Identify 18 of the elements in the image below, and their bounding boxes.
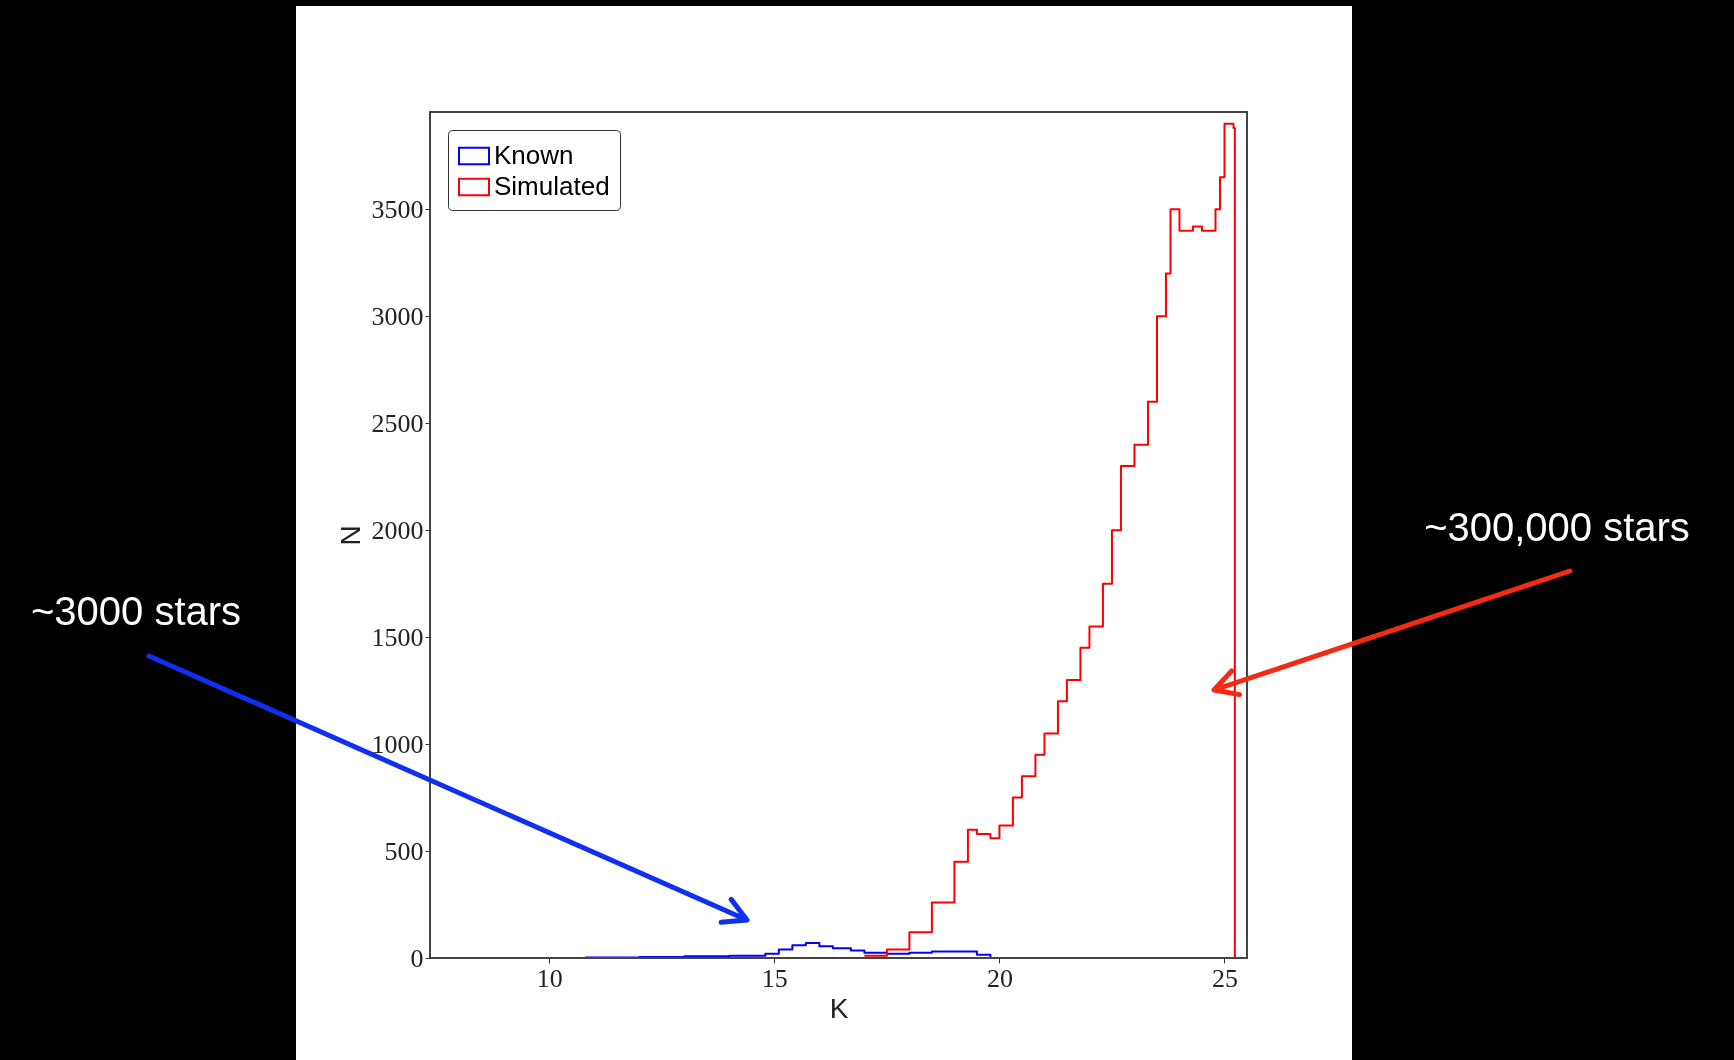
x-tick-label: 25 [1211,963,1238,993]
legend-label: Simulated [494,171,610,201]
y-axis-title: N [334,525,366,546]
y-tick-label: 2000 [371,515,424,545]
y-tick-label: 1000 [371,729,424,759]
y-tick-label: 3500 [371,194,424,224]
x-tick-label: 15 [761,963,788,993]
y-tick-label: 3000 [371,301,424,331]
y-tick-label: 500 [384,836,424,866]
y-tick-label: 1500 [371,622,424,652]
x-tick-label: 20 [986,963,1013,993]
legend-label: Known [494,140,574,170]
text: ~3000 stars [30,589,242,633]
x-tick-label: 10 [536,963,563,993]
y-tick-label: 0 [410,943,424,973]
text: ~300,000 stars [1424,505,1690,549]
x-axis-title: K [829,992,849,1024]
y-tick-label: 2500 [371,408,424,438]
